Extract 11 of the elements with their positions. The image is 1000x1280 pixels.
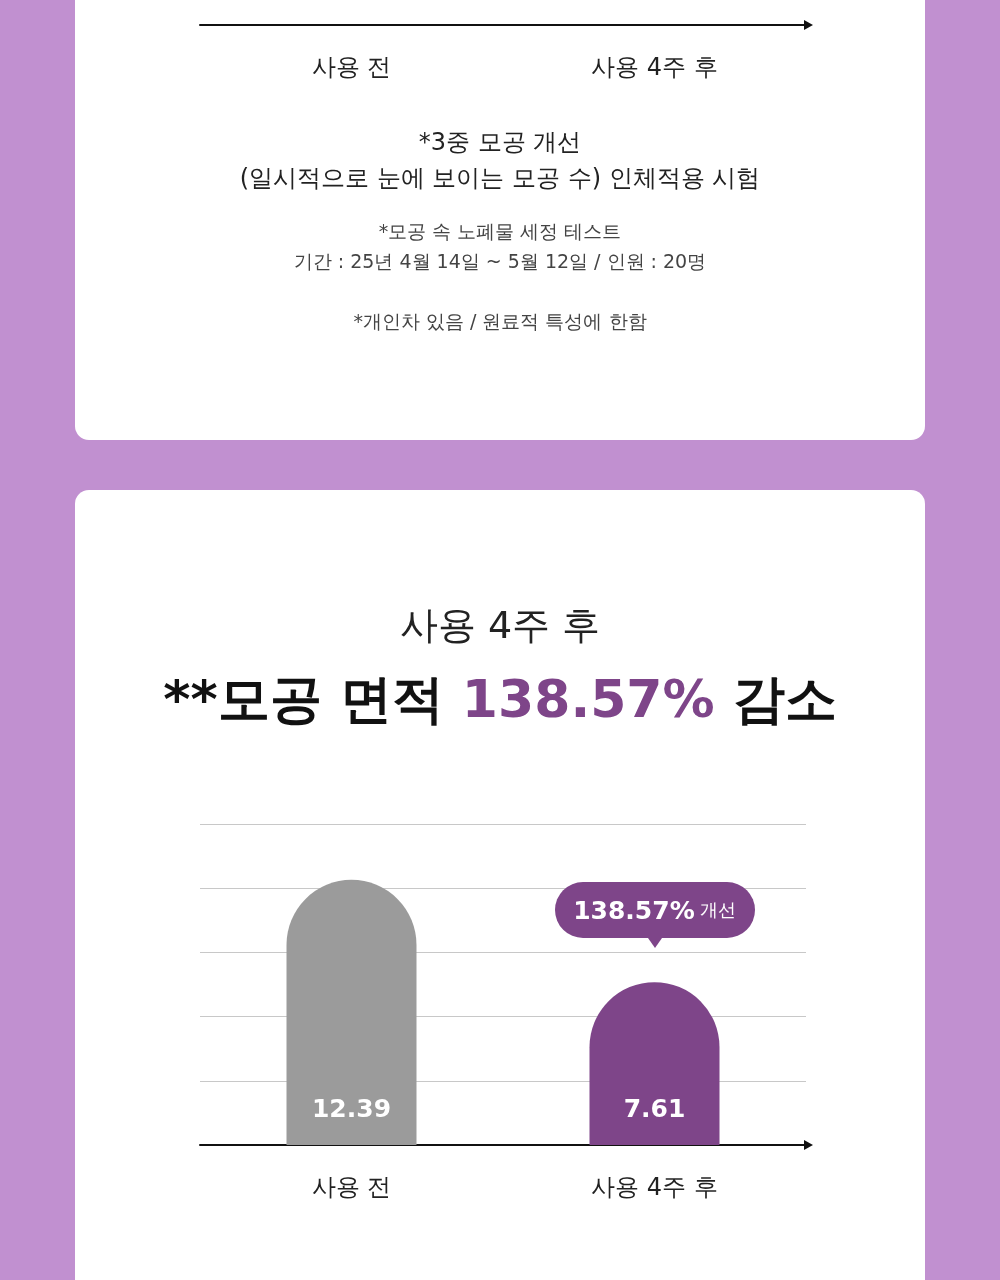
annotation: 138.57% 개선 <box>573 895 736 925</box>
chart-subtitle: 사용 4주 후 <box>398 602 602 649</box>
text: 기간 : 25년 4월 14일 ~ 5월 12일 / 인원 : 20명 <box>292 249 708 274</box>
chart-title: **모공 면적 138.57% 감소 <box>162 668 838 731</box>
data-label: 7.61 <box>623 1094 686 1123</box>
data-label: 12.39 <box>311 1094 392 1123</box>
category-label: 사용 전 <box>311 53 392 81</box>
text: *3중 모공 개선 (일시적으로 눈에 보이는 모공 수) 인체적용 시험 <box>238 127 762 194</box>
text: *모공 속 노폐물 세정 테스트 <box>377 219 623 244</box>
category-label: 사용 4주 후 <box>591 53 718 81</box>
text: *개인차 있음 / 원료적 특성에 한함 <box>352 309 648 334</box>
